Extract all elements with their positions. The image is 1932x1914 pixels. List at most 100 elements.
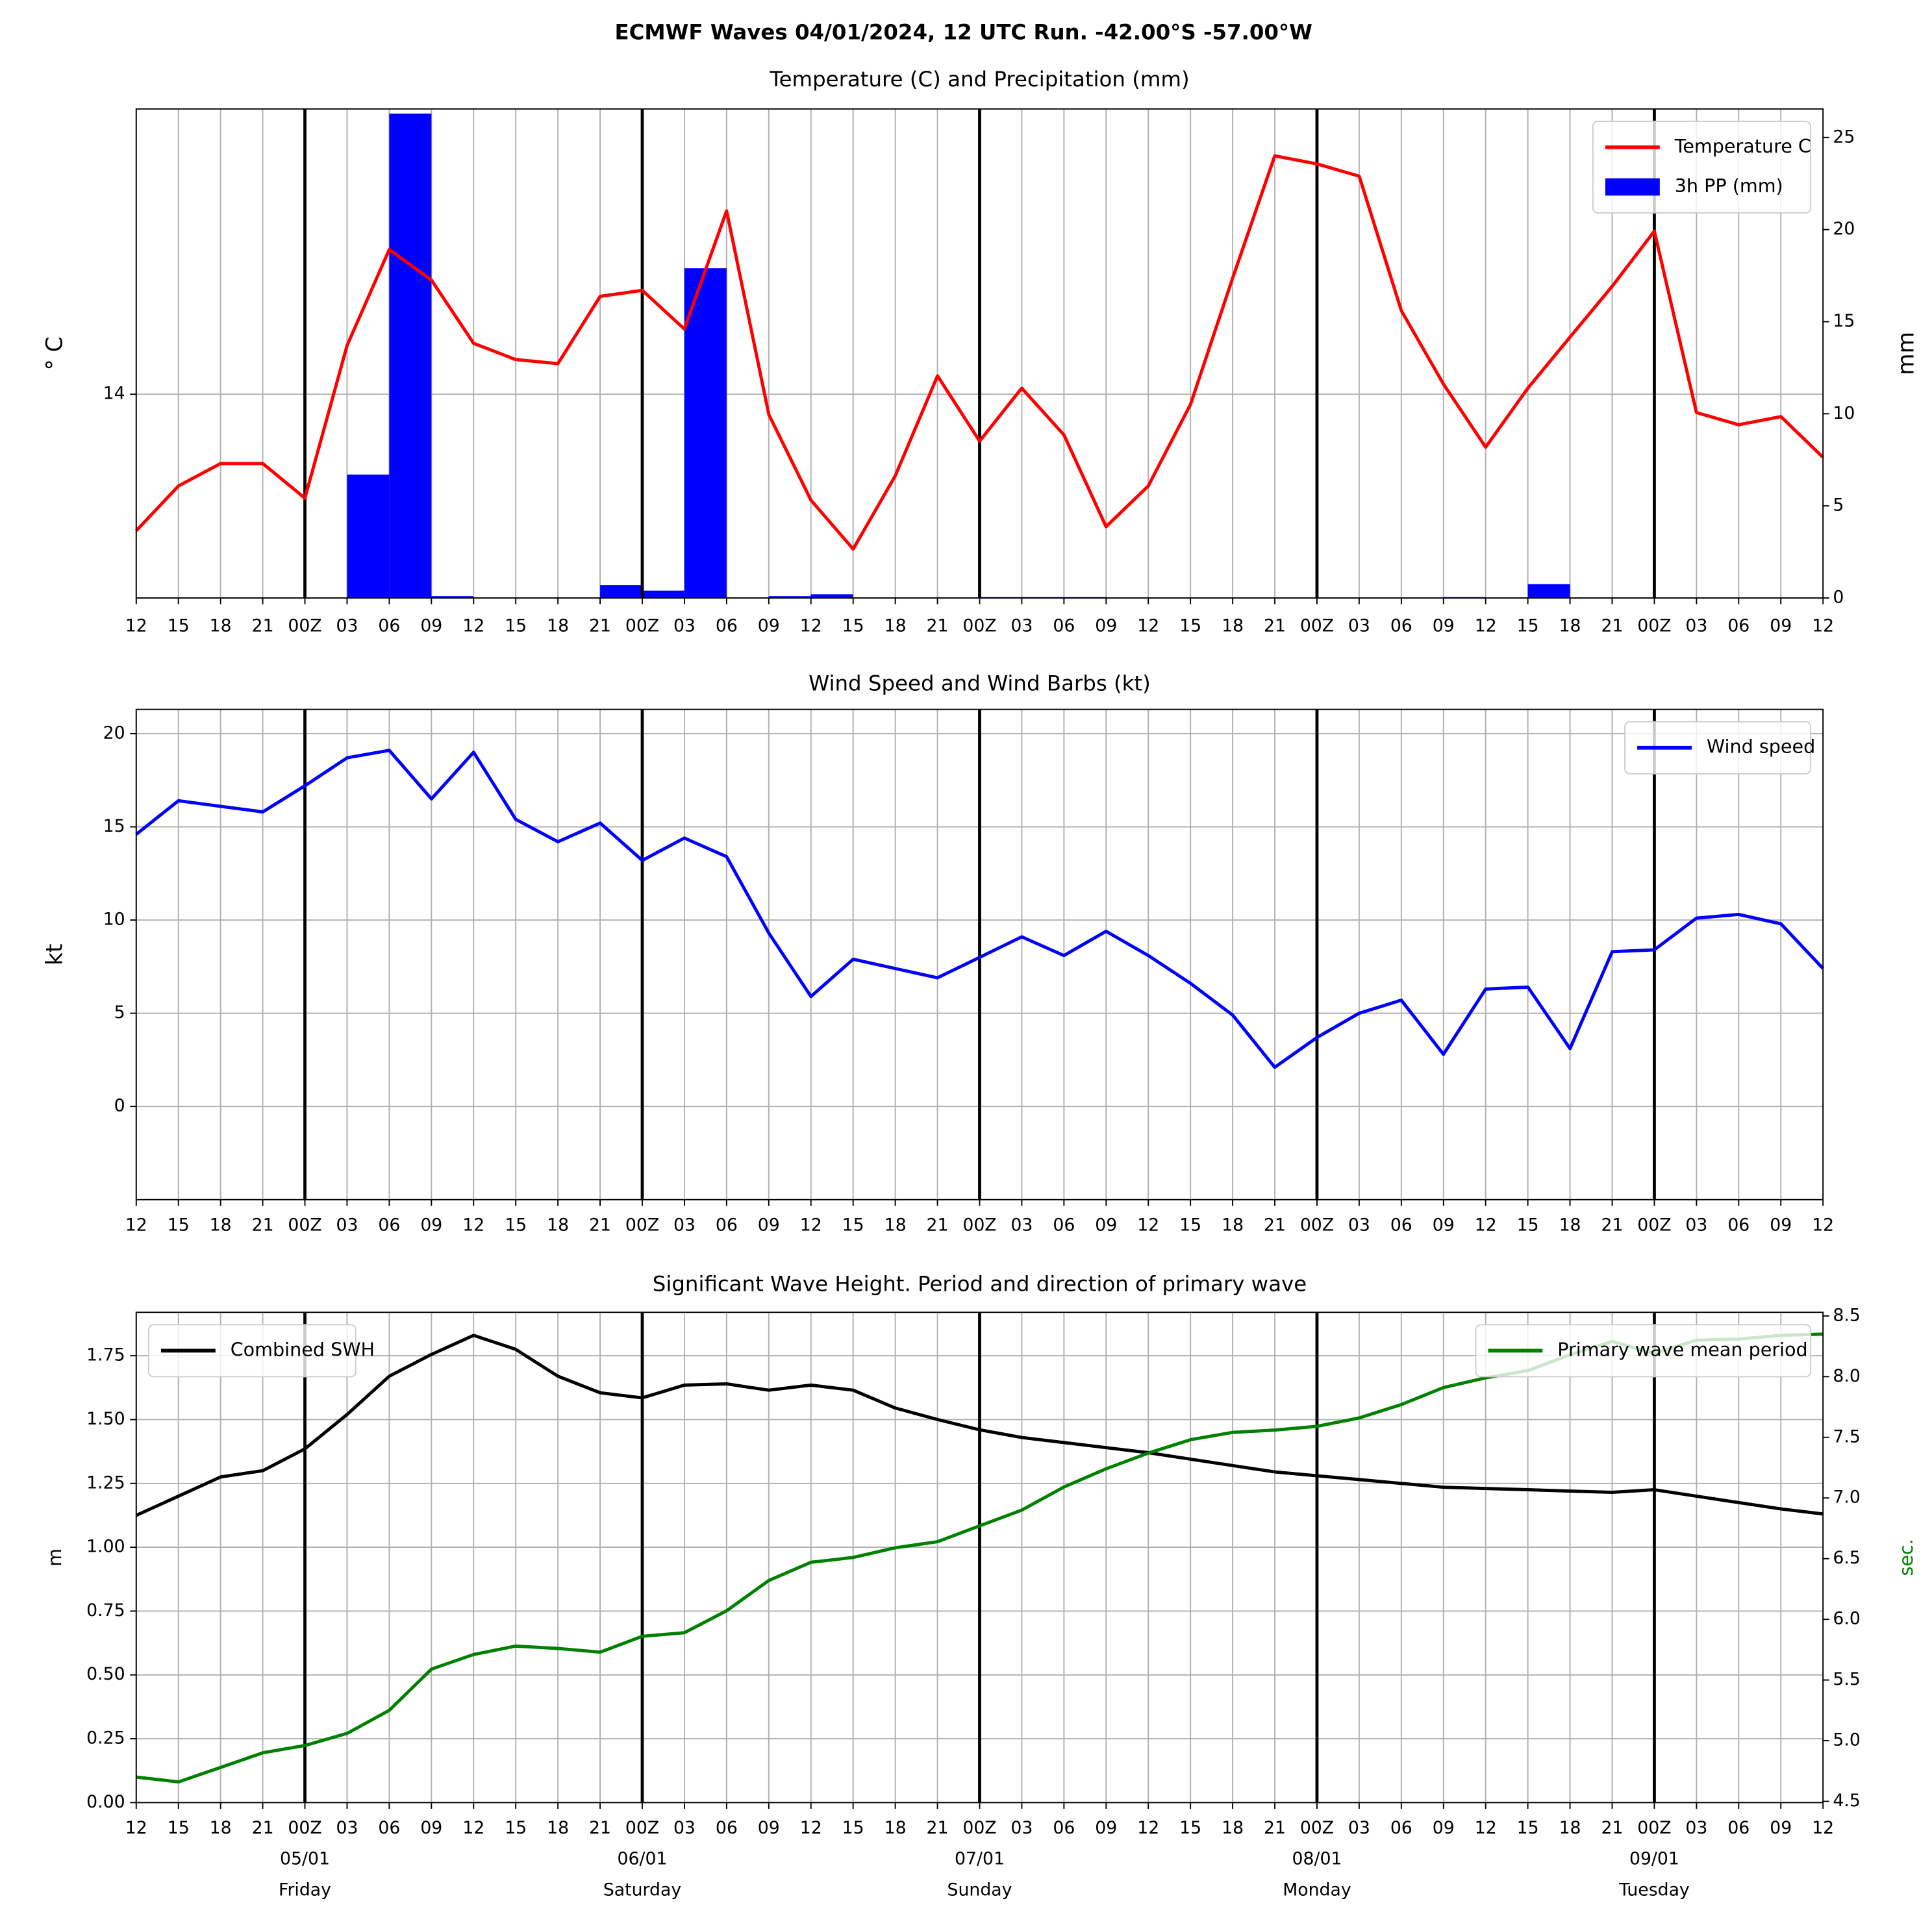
x-tick-label: 03 — [1685, 1818, 1707, 1838]
plot-frame — [135, 108, 1824, 599]
y-tick-label: 0.00 — [86, 1792, 125, 1812]
x-tick-label: 15 — [1179, 1818, 1201, 1838]
x-tick-label: 09 — [1433, 1818, 1455, 1838]
x-tick-label: 09 — [1770, 1818, 1792, 1838]
x-tick-label: 12 — [462, 1818, 484, 1838]
x-tick-label: 15 — [1517, 1818, 1539, 1838]
x-tick-label: 09 — [1770, 1215, 1792, 1235]
main-title: ECMWF Waves 04/01/2024, 12 UTC Run. -42.… — [614, 19, 1312, 44]
x-tick-label: 12 — [1475, 615, 1497, 636]
x-tick-label: 09 — [758, 1818, 780, 1838]
day-label: Tuesday — [1618, 1880, 1690, 1900]
y2-tick-label: 8.5 — [1833, 1305, 1860, 1325]
x-tick-label: 15 — [505, 1818, 527, 1838]
x-tick-label: 03 — [1348, 1215, 1370, 1235]
x-tick-label: 03 — [673, 1215, 696, 1235]
x-tick-label: 18 — [884, 1818, 907, 1838]
x-tick-label: 06 — [1053, 615, 1075, 636]
day-label: Sunday — [947, 1880, 1012, 1900]
x-tick-label: 03 — [1685, 1215, 1707, 1235]
x-tick-label: 06 — [716, 615, 738, 636]
x-tick-label: 21 — [1601, 1818, 1624, 1838]
x-tick-label: 12 — [800, 1818, 822, 1838]
y-tick-label: 15 — [103, 816, 125, 836]
legend-box — [1624, 721, 1812, 775]
x-tick-label: 15 — [842, 1215, 864, 1235]
y2-axis-label: mm — [1893, 332, 1919, 375]
x-tick-label: 12 — [1475, 1215, 1497, 1235]
x-tick-label: 18 — [210, 1215, 232, 1235]
legend-label: Primary wave mean period — [1557, 1338, 1807, 1360]
x-tick-label: 21 — [252, 1818, 274, 1838]
x-tick-label: 09 — [1095, 1818, 1117, 1838]
x-tick-label: 18 — [547, 615, 569, 636]
y2-tick-label: 6.0 — [1833, 1609, 1860, 1629]
x-tick-label: 06 — [1390, 1818, 1412, 1838]
x-tick-label: 18 — [1559, 1818, 1581, 1838]
x-tick-label: 06 — [1053, 1215, 1075, 1235]
x-tick-label: 21 — [927, 1818, 949, 1838]
x-tick-label: 03 — [673, 615, 696, 636]
legend-label: Combined SWH — [231, 1338, 375, 1360]
x-tick-label: 15 — [168, 1215, 190, 1235]
x-tick-label: 12 — [800, 1215, 822, 1235]
date-label: 07/01 — [955, 1849, 1005, 1869]
x-tick-label: 03 — [673, 1818, 696, 1838]
x-tick-label: 21 — [252, 615, 274, 636]
x-tick-label: 00Z — [625, 615, 659, 636]
y2-tick-label: 7.5 — [1833, 1426, 1860, 1447]
bar — [684, 268, 727, 599]
x-tick-label: 12 — [462, 615, 484, 636]
x-tick-label: 00Z — [1637, 1818, 1671, 1838]
x-tick-label: 21 — [1264, 1215, 1286, 1235]
x-tick-label: 06 — [378, 1215, 400, 1235]
x-tick-label: 06 — [1053, 1818, 1075, 1838]
x-tick-label: 03 — [1010, 1818, 1033, 1838]
y-axis-label: m — [44, 1548, 66, 1567]
y2-tick-label: 7.0 — [1833, 1487, 1860, 1508]
y2-tick-label: 25 — [1833, 127, 1855, 147]
x-tick-label: 00Z — [1300, 1818, 1334, 1838]
y2-axis-label: sec. — [1895, 1539, 1917, 1576]
bar — [642, 590, 684, 599]
x-tick-label: 06 — [716, 1215, 738, 1235]
series-line — [134, 154, 1824, 551]
bar — [347, 474, 390, 599]
x-tick-label: 15 — [505, 1215, 527, 1235]
x-tick-label: 06 — [1390, 615, 1412, 636]
x-tick-label: 21 — [589, 615, 611, 636]
x-tick-label: 18 — [1559, 615, 1581, 636]
x-tick-label: 06 — [716, 1818, 738, 1838]
x-tick-label: 09 — [758, 615, 780, 636]
x-tick-label: 18 — [210, 1818, 232, 1838]
x-tick-label: 03 — [336, 615, 358, 636]
y2-tick-label: 8.0 — [1833, 1366, 1860, 1386]
panel-title: Temperature (C) and Precipitation (mm) — [769, 67, 1189, 92]
y-axis-label: ° C — [42, 336, 68, 370]
x-tick-label: 00Z — [962, 615, 996, 636]
panel-title: Significant Wave Height. Period and dire… — [653, 1271, 1307, 1296]
y-axis-label: kt — [42, 944, 68, 965]
series-line — [135, 1334, 1824, 1517]
x-tick-label: 00Z — [1300, 1215, 1334, 1235]
legend-box — [1475, 1324, 1812, 1378]
x-tick-label: 03 — [1010, 1215, 1033, 1235]
x-tick-label: 12 — [125, 1818, 147, 1838]
x-tick-label: 09 — [420, 1818, 442, 1838]
legend-swatch — [1605, 178, 1660, 196]
y-tick-label: 1.75 — [86, 1345, 125, 1365]
plot-frame — [135, 1311, 1824, 1804]
x-tick-label: 06 — [378, 1818, 400, 1838]
x-tick-label: 09 — [758, 1215, 780, 1235]
x-tick-label: 06 — [1727, 1818, 1750, 1838]
x-tick-label: 12 — [1812, 1215, 1834, 1235]
x-tick-label: 21 — [589, 1215, 611, 1235]
x-tick-label: 06 — [1727, 615, 1750, 636]
x-tick-label: 00Z — [1637, 615, 1671, 636]
x-tick-label: 03 — [336, 1818, 358, 1838]
x-tick-label: 00Z — [625, 1818, 659, 1838]
bar — [431, 596, 474, 599]
x-tick-label: 06 — [1390, 1215, 1412, 1235]
x-tick-label: 15 — [842, 1818, 864, 1838]
x-tick-label: 09 — [420, 615, 442, 636]
